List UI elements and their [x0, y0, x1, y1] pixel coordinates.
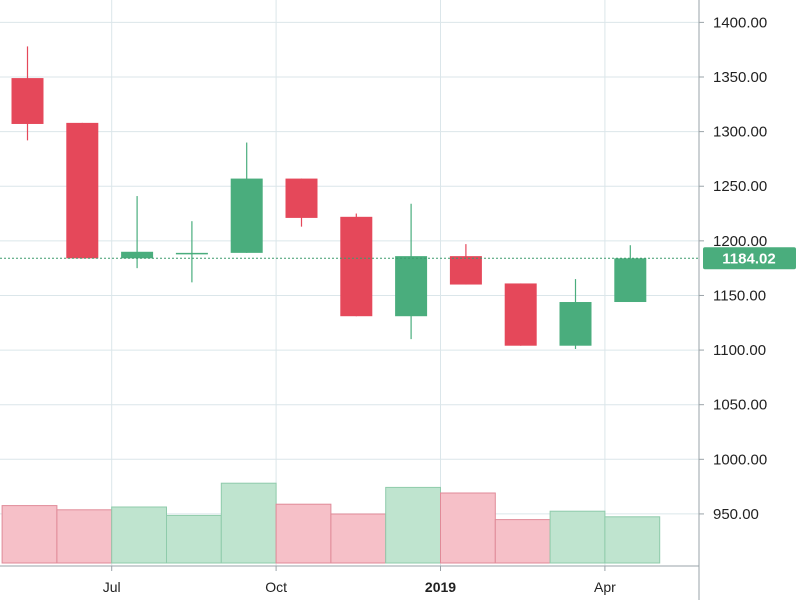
volume-bar [166, 514, 222, 564]
candle-body [121, 251, 154, 259]
volume-bar [549, 510, 606, 564]
y-tick-label: 950.00 [713, 506, 759, 523]
y-tick-label: 1150.00 [713, 287, 766, 304]
y-tick-label: 1200.00 [713, 233, 767, 250]
candle-body [285, 178, 318, 218]
candle-body [230, 178, 263, 253]
y-tick-label: 1300.00 [713, 124, 767, 141]
volume-bar [494, 519, 551, 564]
candle-body [11, 78, 44, 124]
y-tick-label: 1000.00 [713, 451, 767, 468]
volume-bar [385, 486, 442, 564]
candle-body [614, 258, 647, 303]
volume-bar [275, 503, 332, 564]
candle-body [66, 122, 99, 259]
y-tick-label: 1250.00 [713, 178, 767, 195]
last-price-badge [703, 247, 796, 270]
volume-bar [1, 505, 58, 564]
volume-bar [330, 513, 387, 564]
y-tick-label: 1050.00 [713, 397, 767, 414]
candle-body [449, 256, 482, 285]
candle-body [559, 302, 592, 346]
y-tick-label: 1350.00 [713, 69, 767, 86]
y-tick-label: 1400.00 [713, 14, 767, 31]
volume-bar [56, 509, 113, 564]
candles [11, 46, 647, 349]
candle-body [395, 256, 428, 317]
volume-bar [111, 506, 167, 564]
candle-body [504, 283, 537, 346]
candle-body [175, 252, 208, 255]
last-price-label: 1184.02 [722, 250, 775, 267]
volume-bar [440, 492, 496, 564]
last-price-marker: 1184.02 [0, 247, 796, 270]
volume-bar [220, 482, 277, 564]
axes: 950.00 1000.00 1050.00 1100.00 1150.00 1200.0… [0, 0, 767, 600]
x-tick-label: Jul [103, 579, 121, 595]
candle-body [340, 216, 373, 317]
y-tick-label: 1100.00 [713, 342, 766, 359]
volume-bars [1, 482, 661, 564]
x-tick-label: Apr [594, 579, 616, 595]
x-tick-label: Oct [265, 579, 287, 595]
x-tick-label: 2019 [425, 579, 456, 595]
volume-bar [604, 516, 661, 564]
